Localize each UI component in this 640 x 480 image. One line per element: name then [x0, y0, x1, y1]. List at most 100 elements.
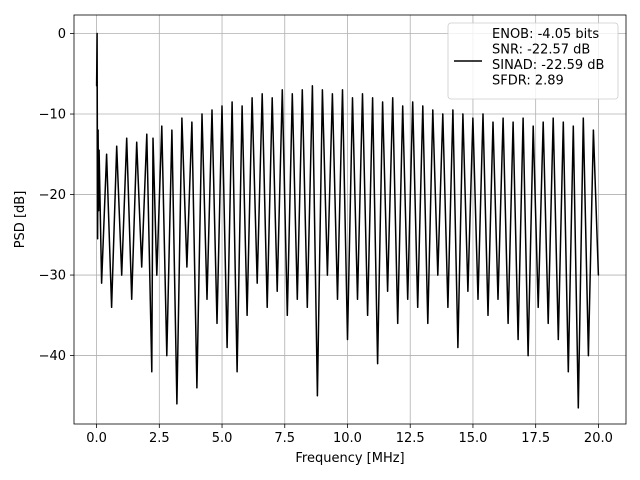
psd-data-point: [502, 117, 504, 119]
psd-data-point: [126, 137, 128, 139]
x-tick-label: 12.5: [396, 431, 425, 446]
psd-data-point: [542, 121, 544, 123]
psd-data-point: [301, 89, 303, 91]
psd-data-point: [98, 210, 100, 212]
psd-data-point: [316, 395, 318, 397]
psd-data-point: [171, 129, 173, 131]
psd-data-point: [97, 129, 99, 131]
psd-data-point: [377, 363, 379, 365]
psd-data-point: [537, 306, 539, 308]
legend-entry-line: SFDR: 2.89: [492, 74, 564, 89]
y-tick-label: −20: [39, 188, 66, 203]
x-tick-label: 10.0: [333, 431, 362, 446]
psd-data-point: [226, 346, 228, 349]
psd-data-point: [98, 149, 100, 151]
psd-data-point: [532, 125, 534, 127]
x-tick-label: 0.0: [86, 431, 107, 446]
x-tick-label: 15.0: [458, 431, 487, 446]
plot-frame: [73, 14, 627, 425]
psd-data-point: [206, 298, 208, 300]
psd-data-point: [557, 338, 559, 341]
ticks: 0.0 2.5 5.0 7.5 10.0 12.5 15.0 17.5 20.0 0 −10 −20 −…: [39, 27, 613, 446]
psd-data-point: [331, 93, 333, 95]
psd-data-point: [241, 105, 243, 107]
psd-data-point: [567, 371, 569, 373]
psd-data-point: [467, 290, 469, 292]
psd-data-point: [517, 338, 519, 341]
psd-data-point: [356, 298, 359, 300]
psd-data-point: [176, 403, 178, 405]
psd-data-point: [477, 298, 479, 300]
psd-data-point: [472, 117, 474, 119]
legend-entry-line: SINAD: -22.59 dB: [492, 58, 604, 73]
psd-data-point: [286, 314, 288, 316]
psd-data-point: [161, 125, 163, 127]
psd-data-point: [587, 355, 590, 357]
psd-data-point: [271, 97, 273, 99]
psd-data-point: [131, 298, 133, 300]
psd-data-point: [296, 298, 298, 300]
psd-data-point: [487, 314, 489, 316]
psd-data-point: [146, 133, 148, 135]
psd-data-point: [382, 101, 384, 103]
x-tick-label: 7.5: [274, 431, 295, 446]
psd-data-point: [256, 282, 258, 284]
x-tick-label: 5.0: [212, 431, 233, 446]
psd-data-point: [152, 137, 154, 139]
psd-data-point: [507, 322, 509, 324]
psd-data-point: [572, 125, 574, 127]
psd-data-point: [121, 274, 123, 276]
psd-data-point: [181, 117, 183, 119]
psd-data-point: [186, 266, 188, 268]
series-layer: [95, 32, 600, 409]
psd-data-point: [437, 274, 439, 276]
psd-data-point: [361, 93, 364, 95]
psd-data-point: [462, 113, 464, 115]
psd-data-point: [512, 121, 514, 123]
psd-data-point: [422, 105, 424, 107]
legend-entry-line: ENOB: -4.05 bits: [492, 27, 599, 42]
psd-data-point: [97, 238, 99, 240]
psd-data-point: [201, 113, 203, 115]
psd-data-point: [336, 298, 339, 300]
psd-data-point: [246, 314, 248, 316]
psd-data-point: [527, 355, 529, 357]
psd-data-point: [211, 109, 213, 111]
psd-data-point: [562, 121, 564, 123]
psd-data-point: [96, 85, 98, 87]
psd-data-point: [216, 322, 218, 324]
psd-data-point: [412, 101, 414, 103]
psd-data-point: [136, 141, 138, 143]
x-tick-label: 2.5: [149, 431, 170, 446]
psd-data-point: [141, 266, 143, 268]
psd-data-point: [281, 89, 283, 91]
psd-data-point: [166, 355, 168, 357]
x-tick-label: 17.5: [521, 431, 550, 446]
psd-data-point: [101, 282, 103, 284]
psd-data-point: [367, 314, 369, 316]
psd-data-point: [326, 274, 328, 276]
psd-data-point: [341, 89, 344, 91]
y-tick-label: 0: [58, 27, 66, 42]
psd-data-point: [116, 145, 118, 147]
psd-data-point: [427, 322, 429, 324]
psd-data-point: [306, 306, 308, 308]
x-axis-label: Frequency [MHz]: [295, 451, 404, 466]
psd-data-point: [402, 105, 404, 107]
legend-entry-line: SNR: -22.57 dB: [492, 43, 590, 58]
psd-data-point: [346, 338, 349, 341]
psd-data-point: [351, 97, 354, 99]
psd-data-point: [106, 153, 108, 155]
y-axis-label: PSD [dB]: [13, 191, 28, 249]
psd-data-point: [151, 371, 153, 373]
x-tick-label: 20.0: [584, 431, 613, 446]
psd-data-point: [447, 306, 449, 308]
psd-data-point: [291, 93, 293, 95]
psd-data-point: [592, 129, 595, 131]
psd-data-point: [497, 298, 499, 300]
psd-data-point: [552, 117, 554, 119]
psd-data-point: [231, 101, 233, 103]
psd-data-point: [457, 346, 459, 349]
psd-data-point: [482, 113, 484, 115]
